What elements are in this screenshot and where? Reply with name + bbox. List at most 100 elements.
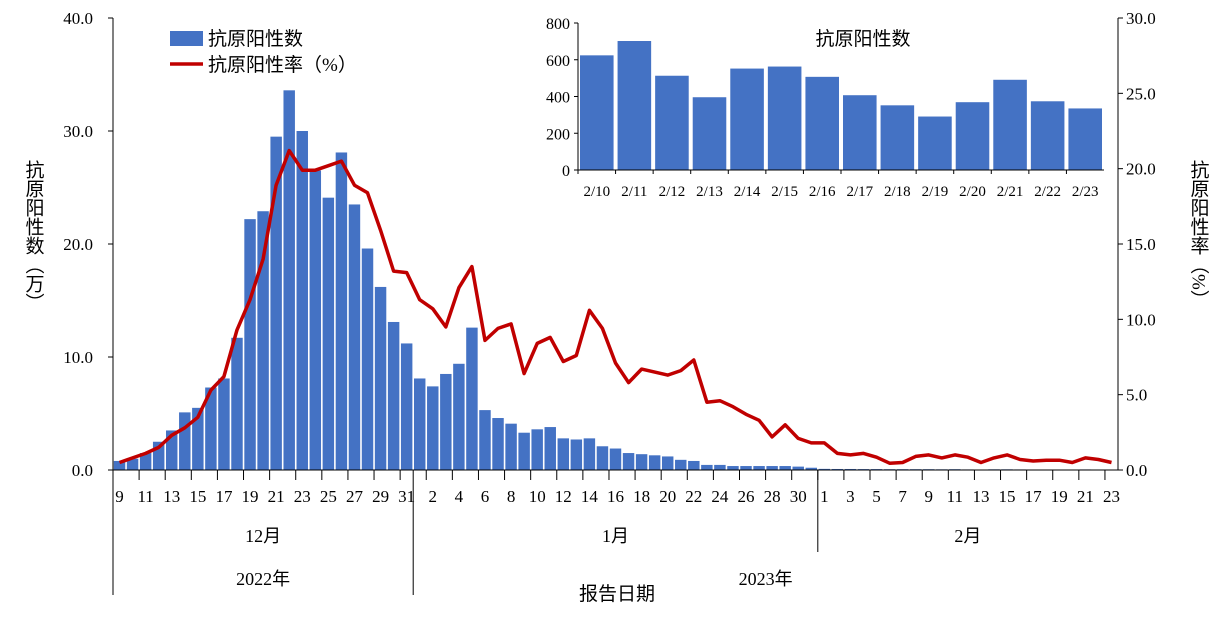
x-axis-title: 报告日期 xyxy=(579,583,655,605)
y-right-tick-label: 30.0 xyxy=(1126,9,1156,28)
x-tick-label: 8 xyxy=(507,487,516,506)
inset-bar xyxy=(730,69,764,170)
y-right-tick-label: 25.0 xyxy=(1126,84,1156,103)
x-tick-label: 31 xyxy=(398,487,415,506)
inset-y-tick-label: 600 xyxy=(546,53,570,70)
bar xyxy=(636,454,647,470)
month-label: 12月 xyxy=(245,526,281,546)
bar xyxy=(336,152,347,470)
x-tick-label: 15 xyxy=(999,487,1016,506)
inset-title: 抗原阳性数 xyxy=(815,28,910,50)
inset-bar xyxy=(881,105,915,170)
inset-y-tick-label: 0 xyxy=(562,163,570,180)
x-tick-label: 24 xyxy=(711,487,729,506)
inset-x-tick-label: 2/20 xyxy=(959,184,986,200)
y-axis-right-title: 抗原阳性率（%） xyxy=(1188,160,1210,309)
bar xyxy=(310,171,321,470)
inset-x-tick-label: 2/19 xyxy=(922,184,949,200)
x-tick-label: 18 xyxy=(633,487,650,506)
x-tick-label: 19 xyxy=(242,487,259,506)
inset-y-tick-label: 200 xyxy=(546,126,570,143)
bar xyxy=(545,427,556,470)
x-tick-label: 21 xyxy=(1077,487,1094,506)
inset-bar xyxy=(1031,101,1065,170)
y-left-tick-label: 0.0 xyxy=(72,461,93,480)
inset-x-tick-label: 2/21 xyxy=(997,184,1024,200)
x-tick-label: 23 xyxy=(294,487,311,506)
inset-x-tick-label: 2/22 xyxy=(1034,184,1061,200)
bar xyxy=(649,455,660,470)
x-tick-label: 15 xyxy=(189,487,206,506)
bar xyxy=(479,410,490,470)
y-right-tick-label: 0.0 xyxy=(1126,461,1147,480)
bar xyxy=(597,446,608,470)
bar xyxy=(701,465,712,470)
inset-bar xyxy=(693,97,727,170)
bar xyxy=(610,449,621,470)
bar xyxy=(793,467,804,470)
x-tick-label: 5 xyxy=(872,487,881,506)
bar xyxy=(453,364,464,470)
x-tick-label: 17 xyxy=(215,487,233,506)
bar xyxy=(675,460,686,470)
inset-x-tick-label: 2/14 xyxy=(734,184,761,200)
inset-bar xyxy=(843,95,877,170)
inset-bar xyxy=(618,41,652,170)
inset-bar xyxy=(768,67,802,170)
inset-x-tick-label: 2/16 xyxy=(809,184,836,200)
x-tick-label: 17 xyxy=(1025,487,1043,506)
inset-x-tick-label: 2/12 xyxy=(659,184,686,200)
bar xyxy=(297,131,308,470)
inset-x-tick-label: 2/13 xyxy=(696,184,723,200)
x-tick-label: 23 xyxy=(1103,487,1120,506)
bar xyxy=(362,249,373,470)
y-left-tick-label: 20.0 xyxy=(63,235,93,254)
x-tick-label: 30 xyxy=(790,487,807,506)
bar xyxy=(414,378,425,470)
inset-bar xyxy=(580,55,614,170)
x-tick-label: 3 xyxy=(846,487,855,506)
x-tick-label: 20 xyxy=(659,487,676,506)
bar xyxy=(766,466,777,470)
x-tick-label: 13 xyxy=(972,487,989,506)
bar xyxy=(662,456,673,470)
x-tick-label: 27 xyxy=(346,487,364,506)
inset-bar xyxy=(956,102,990,170)
bar xyxy=(584,438,595,470)
bar xyxy=(283,90,294,470)
inset-x-tick-label: 2/10 xyxy=(583,184,610,200)
y-axis-left-title: 抗原阳性数（万） xyxy=(23,160,45,312)
bar xyxy=(244,219,255,470)
x-tick-label: 1 xyxy=(820,487,829,506)
x-tick-label: 25 xyxy=(320,487,337,506)
x-tick-label: 21 xyxy=(268,487,285,506)
inset-x-tick-label: 2/18 xyxy=(884,184,911,200)
bar xyxy=(349,204,360,470)
x-tick-label: 2 xyxy=(429,487,438,506)
x-tick-label: 29 xyxy=(372,487,389,506)
x-tick-label: 16 xyxy=(607,487,624,506)
x-tick-label: 14 xyxy=(581,487,599,506)
legend-line-label: 抗原阳性率（%） xyxy=(208,54,357,76)
x-tick-label: 26 xyxy=(738,487,755,506)
y-left-tick-label: 10.0 xyxy=(63,348,93,367)
x-tick-label: 6 xyxy=(481,487,490,506)
x-tick-label: 4 xyxy=(455,487,464,506)
bar xyxy=(466,328,477,470)
inset-bar xyxy=(993,80,1027,170)
bar xyxy=(753,466,764,470)
bar xyxy=(179,412,190,470)
x-tick-label: 12 xyxy=(555,487,572,506)
bar xyxy=(440,374,451,470)
y-right-tick-label: 5.0 xyxy=(1126,386,1147,405)
year-label: 2022年 xyxy=(236,569,290,589)
bar xyxy=(505,424,516,470)
legend: 抗原阳性数 抗原阳性率（%） xyxy=(170,28,357,76)
y-left-tick-label: 40.0 xyxy=(63,9,93,28)
inset-y-tick-label: 800 xyxy=(546,16,570,33)
month-label: 2月 xyxy=(954,526,981,546)
y-right-tick-label: 15.0 xyxy=(1126,235,1156,254)
bar xyxy=(623,453,634,470)
bar xyxy=(492,418,503,470)
legend-bar-label: 抗原阳性数 xyxy=(208,28,303,50)
